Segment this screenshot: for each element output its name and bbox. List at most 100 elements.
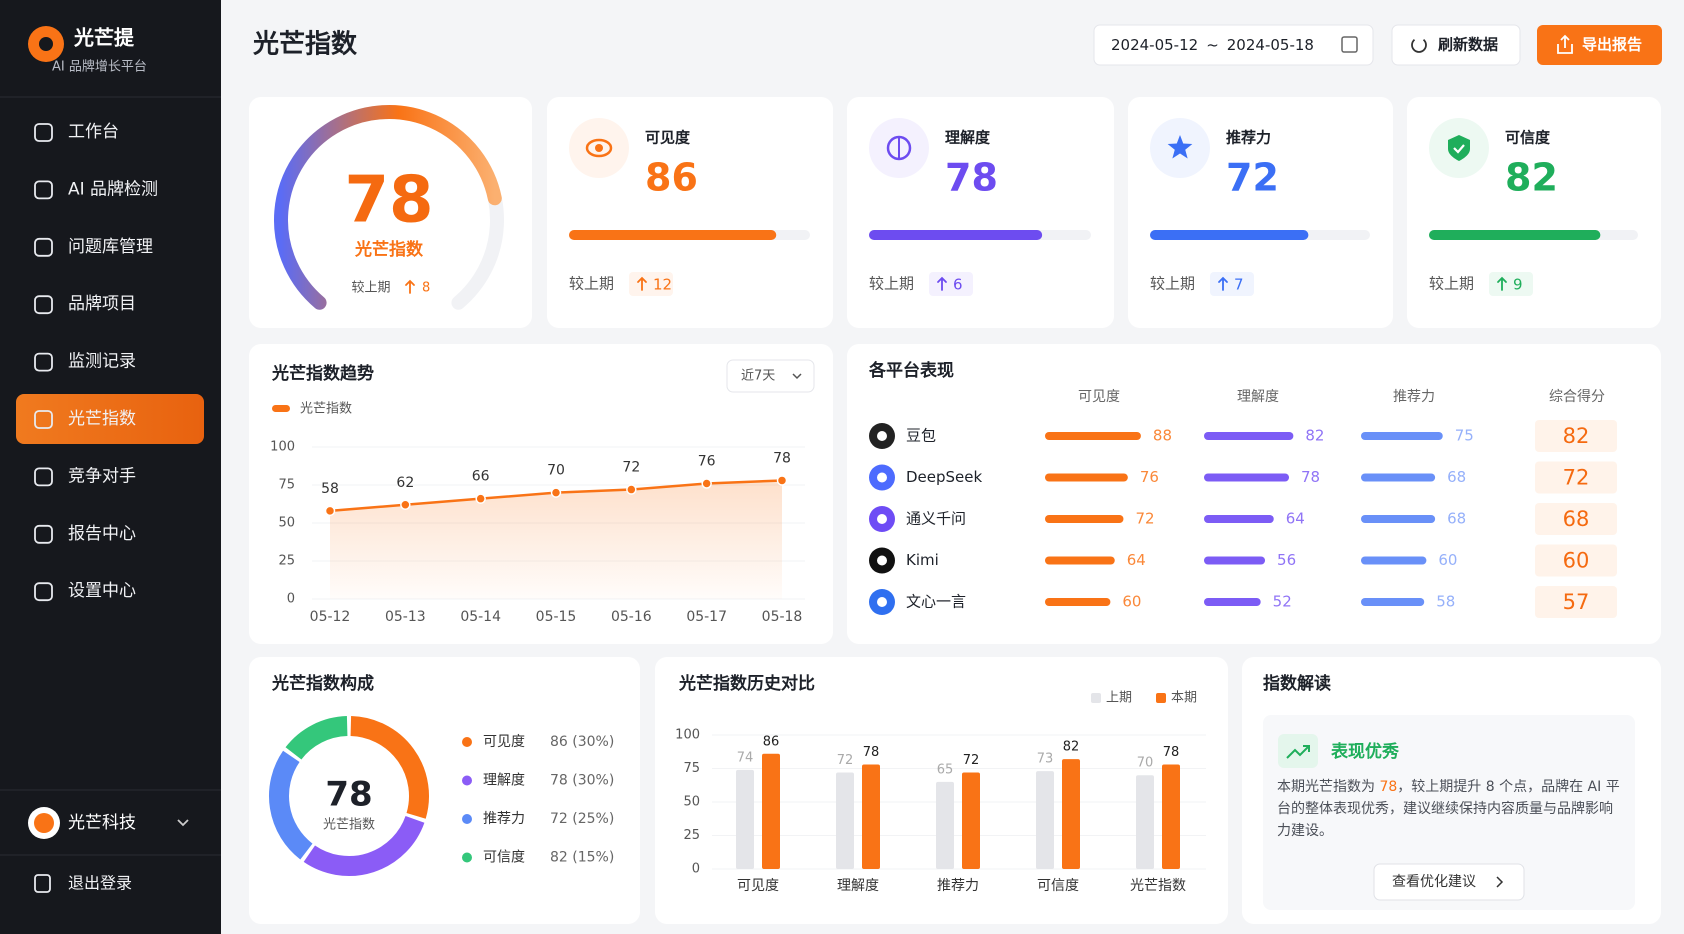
legend-label: 可见度 bbox=[483, 734, 525, 750]
y-tick-label: 0 bbox=[287, 592, 295, 607]
date-part: 2024-05-18 bbox=[1227, 36, 1314, 54]
refresh-button[interactable] bbox=[1391, 24, 1521, 66]
bar bbox=[862, 764, 880, 869]
bar-label: 75 bbox=[1455, 427, 1474, 445]
menu-icon bbox=[34, 582, 53, 602]
platform-name: 通义千问 bbox=[906, 510, 966, 528]
bar bbox=[736, 769, 754, 869]
platform-logo bbox=[877, 597, 887, 607]
donut-segment bbox=[285, 716, 348, 760]
compare-label: 较上期 bbox=[1429, 275, 1474, 293]
platform-logo bbox=[877, 555, 887, 566]
donut-segment bbox=[269, 750, 313, 860]
donut-segment bbox=[350, 716, 429, 819]
text: 本期光芒指数为 bbox=[1277, 779, 1380, 795]
bar bbox=[962, 772, 980, 869]
score-value: 60 bbox=[1563, 549, 1590, 573]
area bbox=[330, 480, 782, 599]
delta-pill bbox=[1489, 272, 1533, 296]
menu-item: 光芒指数 bbox=[68, 409, 136, 429]
bar bbox=[1361, 556, 1427, 565]
card bbox=[249, 657, 640, 924]
legend-swatch bbox=[1091, 693, 1101, 703]
x-tick-label: 05-18 bbox=[762, 609, 803, 625]
legend-label: 上期 bbox=[1106, 691, 1132, 706]
bar-label: 60 bbox=[1122, 593, 1141, 611]
platform-name: 豆包 bbox=[906, 427, 936, 445]
icon bbox=[585, 138, 613, 158]
bar-label: 56 bbox=[1277, 551, 1296, 569]
legend-swatch bbox=[1156, 693, 1166, 703]
arrow-icon bbox=[1497, 276, 1507, 291]
date-part: 2024-05-12 bbox=[1111, 36, 1198, 54]
metric-name: 理解度 bbox=[945, 129, 991, 147]
bar bbox=[1204, 598, 1261, 606]
delta-pill bbox=[929, 272, 973, 296]
compare-label: 较上期 bbox=[351, 281, 390, 296]
y-tick-label: 50 bbox=[683, 795, 700, 810]
logo bbox=[39, 37, 53, 51]
bar bbox=[1136, 775, 1154, 869]
column-header: 理解度 bbox=[1237, 389, 1279, 405]
bar bbox=[936, 781, 954, 869]
bar bbox=[1361, 473, 1436, 482]
data-label: 74 bbox=[737, 750, 754, 765]
score-value: 68 bbox=[1563, 507, 1590, 531]
menu-icon bbox=[34, 467, 53, 487]
score-box bbox=[1535, 544, 1617, 577]
data-label: 82 bbox=[1063, 740, 1080, 755]
y-tick-label: 100 bbox=[270, 440, 295, 455]
legend-swatch bbox=[272, 405, 290, 412]
bar bbox=[1036, 771, 1054, 869]
range-label: 近7天 bbox=[741, 369, 775, 384]
x-tick-label: 05-15 bbox=[536, 609, 577, 625]
icon bbox=[1448, 135, 1470, 161]
point bbox=[475, 493, 486, 504]
bar bbox=[1045, 556, 1115, 565]
suggest-button[interactable] bbox=[1373, 863, 1525, 901]
column-header: 综合得分 bbox=[1549, 388, 1605, 405]
metric-value: 78 bbox=[945, 156, 998, 200]
legend-label: 理解度 bbox=[483, 773, 525, 789]
card-title: 指数解读 bbox=[1263, 673, 1331, 694]
date-range: 2024-05-12 ~2024-05-18 bbox=[1111, 36, 1314, 54]
point bbox=[550, 487, 562, 498]
menu-item: 监测记录 bbox=[68, 352, 136, 372]
x-tick-label: 可见度 bbox=[737, 878, 779, 894]
compare-label: 较上期 bbox=[1150, 275, 1195, 293]
range-select[interactable] bbox=[726, 359, 815, 393]
y-tick-label: 100 bbox=[675, 728, 700, 743]
tagline: AI 品牌增长平台 bbox=[52, 59, 147, 75]
card bbox=[847, 344, 1661, 644]
card-title: 光芒指数历史对比 bbox=[678, 673, 815, 694]
data-label: 76 bbox=[698, 453, 716, 469]
menu-item: 竞争对手 bbox=[68, 466, 136, 486]
center-label: 光芒指数 bbox=[323, 817, 375, 833]
icon bbox=[1453, 144, 1465, 154]
bar-label: 64 bbox=[1127, 551, 1146, 569]
insight-panel bbox=[1263, 715, 1635, 910]
bar bbox=[1062, 759, 1080, 869]
bar bbox=[1045, 473, 1128, 482]
y-tick-label: 50 bbox=[278, 516, 295, 531]
menu-item: AI 品牌检测 bbox=[68, 179, 158, 199]
bar bbox=[1361, 598, 1425, 606]
arrow-icon bbox=[937, 276, 947, 291]
bar-label: 68 bbox=[1447, 510, 1466, 528]
export-button[interactable] bbox=[1537, 25, 1662, 65]
menu-active bbox=[16, 394, 204, 444]
score-value: 78 bbox=[344, 164, 433, 238]
card bbox=[847, 97, 1114, 328]
score-box bbox=[1535, 503, 1617, 535]
compare-label: 较上期 bbox=[869, 275, 914, 293]
center-value: 78 bbox=[325, 775, 372, 815]
data-label: 73 bbox=[1037, 752, 1054, 767]
y-tick-label: 25 bbox=[278, 554, 295, 569]
chevron bbox=[1496, 876, 1504, 888]
arrow-icon bbox=[637, 276, 647, 291]
highlight: 78 bbox=[1379, 779, 1398, 795]
bar bbox=[836, 772, 854, 869]
data-label: 86 bbox=[763, 734, 780, 749]
date-picker[interactable] bbox=[1093, 24, 1374, 66]
arrow-icon bbox=[405, 279, 415, 294]
